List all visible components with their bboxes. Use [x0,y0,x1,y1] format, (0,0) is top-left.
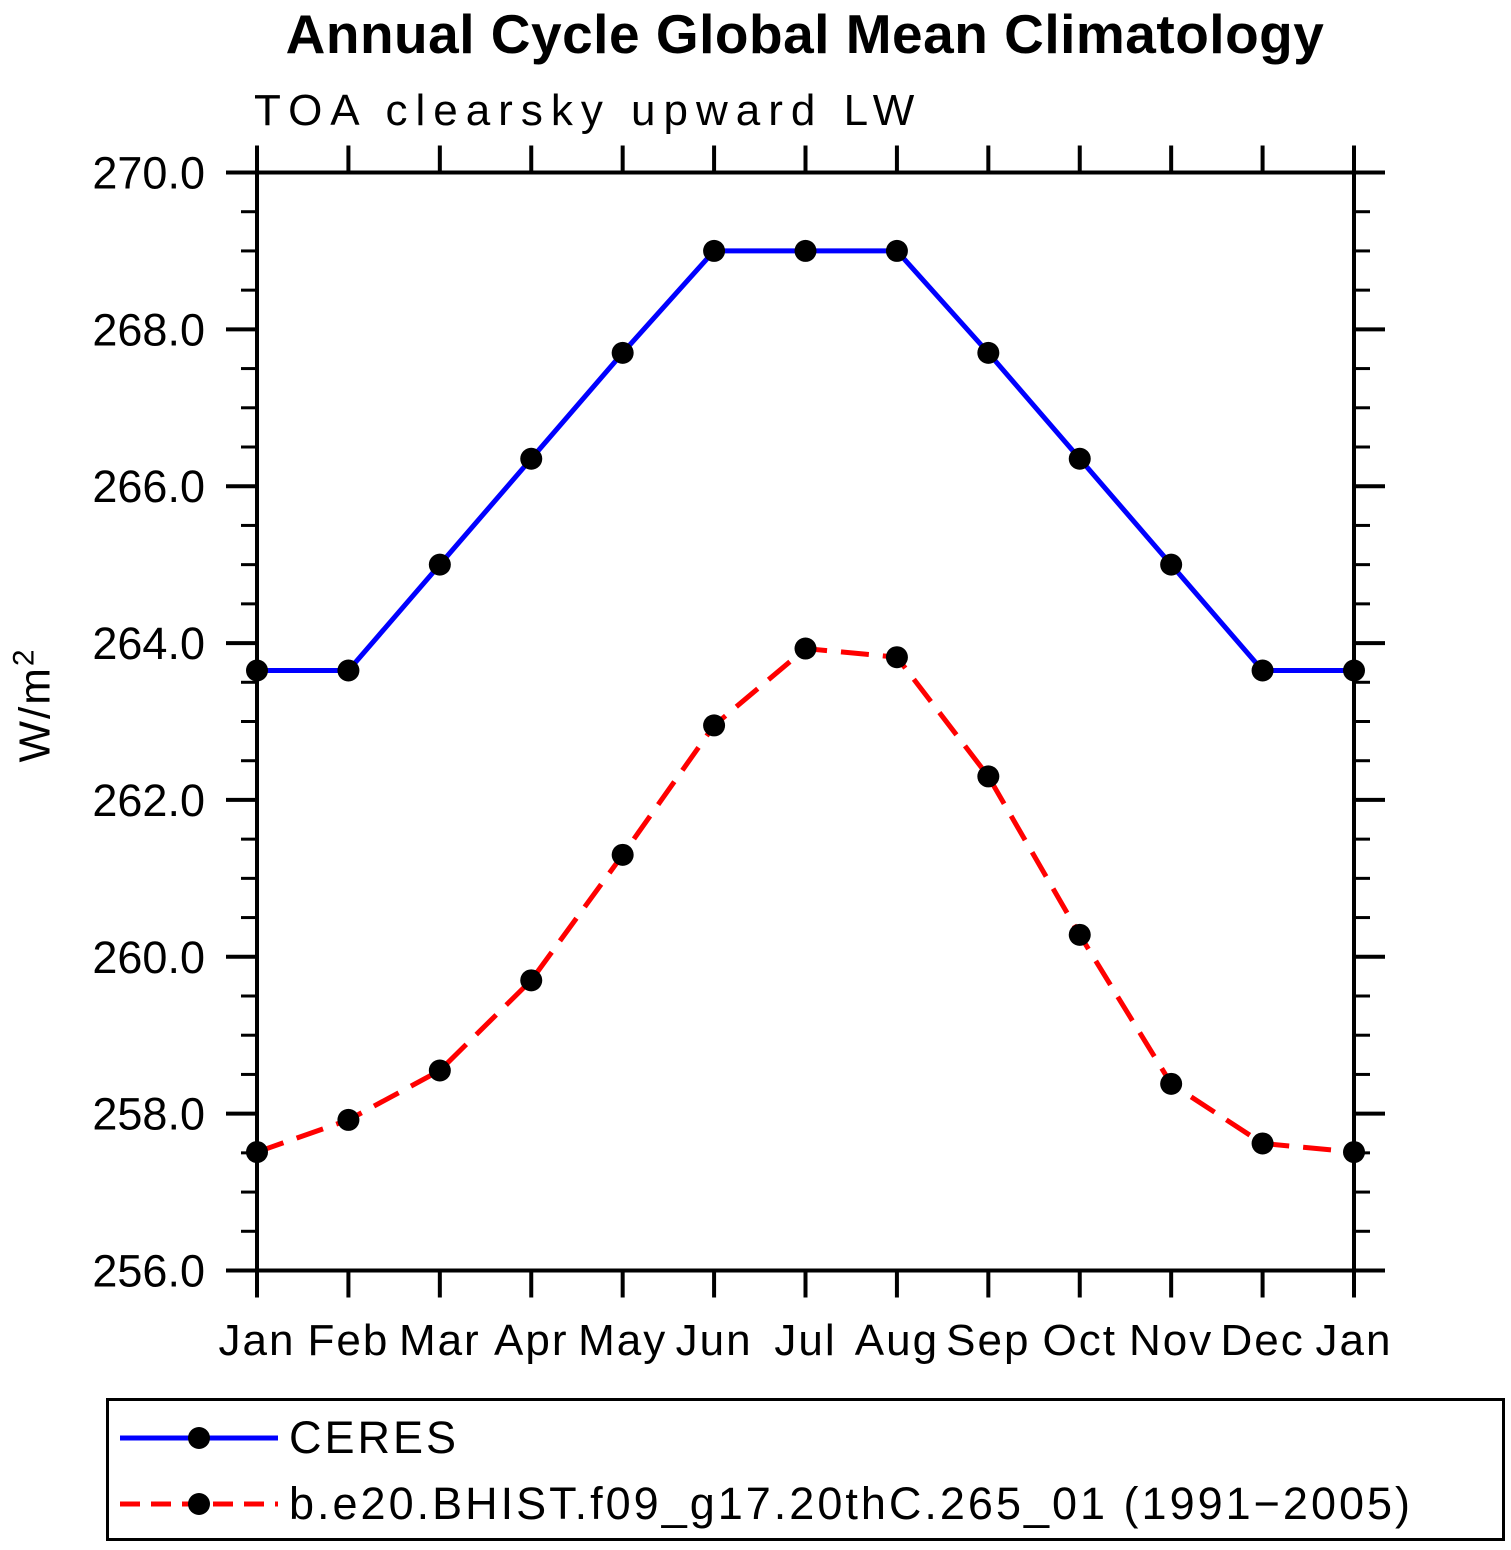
x-tick-label: Nov [1129,1316,1213,1365]
x-tick-label: May [578,1316,667,1365]
x-tick-label: Apr [494,1316,568,1365]
data-point-marker [703,239,726,262]
x-tick-label: Feb [308,1316,390,1365]
x-tick-label: Oct [1043,1316,1117,1365]
data-point-marker [703,714,726,737]
data-point-marker [977,765,1000,788]
data-point-marker [1343,659,1365,682]
data-point-marker [337,1108,360,1131]
x-tick-label: Jan [1316,1316,1393,1365]
y-tick-label: 260.0 [92,932,205,983]
data-point-marker [885,646,908,669]
legend-item-ceres: CERES [115,1412,459,1463]
data-point-marker [1068,447,1091,470]
data-point-marker [520,969,543,992]
legend-marker-dot [188,1427,210,1449]
page-title: Annual Cycle Global Mean Climatology [285,3,1325,65]
x-tick-label: Mar [399,1316,481,1365]
data-point-marker [885,239,908,262]
legend-label-model: b.e20.BHIST.f09_g17.20thC.265_01 (1991−2… [289,1478,1414,1529]
data-point-marker [1251,659,1274,682]
data-point-marker [520,447,543,470]
x-tick-label: Sep [946,1316,1030,1365]
y-tick-label: 268.0 [92,304,205,355]
legend-marker-dot [188,1493,210,1515]
x-tick-label: Aug [855,1316,939,1365]
data-point-marker [794,239,817,262]
legend: CERES b.e20.BHIST.f09_g17.20thC.265_01 (… [106,1398,1505,1541]
data-point-marker [246,1141,268,1164]
legend-item-model: b.e20.BHIST.f09_g17.20thC.265_01 (1991−2… [115,1478,1413,1529]
chart-subtitle: TOA clearsky upward LW [254,86,923,135]
data-point-marker [428,553,451,576]
data-point-marker [337,659,360,682]
x-tick-label: Jan [219,1316,296,1365]
x-tick-label: Jun [676,1316,753,1365]
x-tick-label: Dec [1220,1316,1304,1365]
plot-frame [255,170,1356,1273]
legend-solid-line-sample [120,1427,278,1449]
legend-dashed-line-sample [120,1493,278,1515]
y-tick-label: 270.0 [92,148,205,199]
y-tick-label: 266.0 [92,461,205,512]
data-point-marker [1251,1132,1274,1155]
data-point-marker [1343,1141,1365,1164]
y-tick-label: 256.0 [92,1246,205,1297]
data-point-marker [1068,923,1091,946]
data-point-marker [794,637,817,660]
series-line-1 [256,646,1355,1155]
y-tick-label: 258.0 [92,1089,205,1140]
data-point-marker [1160,553,1183,576]
data-point-marker [611,341,634,364]
data-point-marker [246,659,268,682]
data-point-marker [1160,1072,1183,1095]
x-tick-label: Jul [774,1316,836,1365]
y-tick-label: 264.0 [92,618,205,669]
data-point-marker [977,341,1000,364]
legend-label-ceres: CERES [289,1412,460,1463]
series-line-0 [257,248,1354,674]
data-point-marker [611,843,634,866]
data-point-marker [428,1059,451,1082]
y-tick-label: 262.0 [92,775,205,826]
